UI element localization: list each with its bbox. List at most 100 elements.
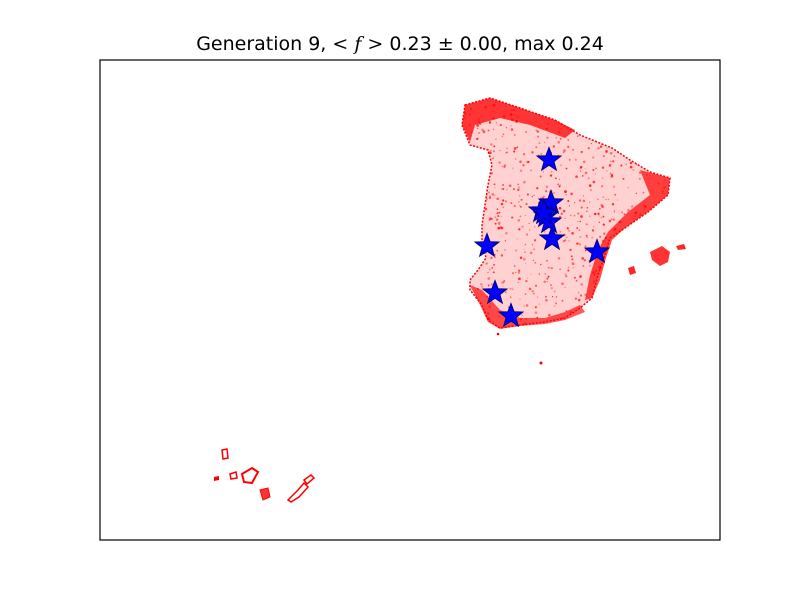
- canary-islands: [214, 448, 316, 503]
- population-point: [538, 142, 541, 144]
- population-point: [579, 275, 582, 278]
- population-point: [521, 225, 524, 228]
- population-point: [516, 238, 518, 240]
- population-point: [512, 272, 514, 274]
- population-point: [512, 188, 515, 191]
- population-point: [537, 296, 539, 298]
- star-icon: [481, 279, 509, 305]
- population-point: [500, 202, 504, 206]
- population-point: [593, 212, 597, 216]
- population-point: [587, 147, 590, 150]
- population-point: [503, 280, 506, 283]
- population-point: [574, 297, 578, 300]
- population-point: [489, 195, 491, 198]
- population-point: [485, 194, 488, 196]
- population-point: [470, 131, 472, 133]
- population-point: [613, 155, 616, 157]
- population-point: [536, 130, 539, 133]
- population-point: [608, 219, 612, 223]
- population-point: [515, 271, 517, 274]
- population-point: [627, 187, 629, 189]
- population-point: [534, 306, 537, 309]
- population-point: [571, 231, 574, 235]
- population-point: [513, 108, 516, 112]
- population-point: [562, 151, 565, 153]
- population-point: [525, 203, 528, 206]
- population-point: [592, 225, 595, 228]
- population-point: [582, 264, 585, 267]
- population-point: [553, 290, 556, 293]
- star-markers: [473, 146, 611, 328]
- population-point: [547, 122, 549, 125]
- population-point: [510, 125, 512, 127]
- population-point: [528, 287, 532, 291]
- population-point: [596, 198, 599, 201]
- population-point: [517, 188, 520, 192]
- population-point: [578, 229, 581, 231]
- population-point: [586, 237, 588, 239]
- population-point: [567, 199, 570, 203]
- population-point: [521, 119, 523, 121]
- population-point: [533, 194, 535, 197]
- population-point: [577, 220, 579, 223]
- population-point: [521, 314, 523, 316]
- population-point: [570, 192, 573, 196]
- population-point: [528, 229, 531, 231]
- population-point: [561, 317, 564, 320]
- population-point: [502, 184, 505, 186]
- population-point: [555, 137, 557, 139]
- population-point: [500, 215, 502, 218]
- population-point: [614, 193, 617, 196]
- star-icon: [497, 302, 525, 328]
- population-point: [512, 167, 514, 169]
- population-point: [502, 187, 505, 191]
- population-point: [495, 122, 497, 124]
- population-point: [558, 131, 561, 134]
- population-point: [578, 199, 582, 202]
- population-point: [579, 294, 583, 297]
- population-point: [593, 274, 596, 276]
- population-point: [497, 227, 500, 230]
- population-point: [613, 210, 616, 213]
- population-point: [532, 259, 535, 261]
- population-point: [480, 283, 483, 286]
- population-point: [523, 180, 526, 184]
- population-point: [601, 205, 604, 208]
- population-point: [510, 202, 513, 204]
- population-point: [579, 220, 581, 223]
- population-point: [508, 184, 512, 188]
- population-point: [490, 283, 493, 286]
- population-point: [536, 316, 539, 319]
- population-point: [490, 150, 492, 152]
- population-point: [600, 203, 604, 207]
- population-point: [503, 165, 506, 169]
- population-point: [538, 303, 540, 305]
- population-point: [598, 215, 600, 217]
- population-point: [562, 209, 566, 213]
- population-point: [617, 151, 619, 154]
- population-point: [567, 269, 570, 272]
- population-point: [580, 165, 583, 169]
- el-hierro: [214, 476, 219, 481]
- population-point: [506, 151, 509, 154]
- plot-title: Generation 9, < f > 0.23 ± 0.00, max 0.2…: [0, 33, 800, 55]
- population-point: [580, 150, 583, 154]
- tenerife: [240, 466, 260, 485]
- population-point: [591, 229, 595, 232]
- population-point: [636, 211, 638, 213]
- population-point: [543, 280, 546, 284]
- population-point: [587, 177, 590, 180]
- population-point: [602, 215, 605, 218]
- population-point: [613, 185, 616, 188]
- population-point: [490, 172, 493, 175]
- population-point: [506, 147, 508, 149]
- population-point: [494, 197, 496, 199]
- population-point: [663, 186, 665, 189]
- population-point: [577, 291, 580, 294]
- population-point: [495, 138, 497, 141]
- population-point: [524, 293, 527, 295]
- population-point: [486, 295, 489, 298]
- east-coast-band: [585, 170, 670, 300]
- population-point: [486, 312, 490, 315]
